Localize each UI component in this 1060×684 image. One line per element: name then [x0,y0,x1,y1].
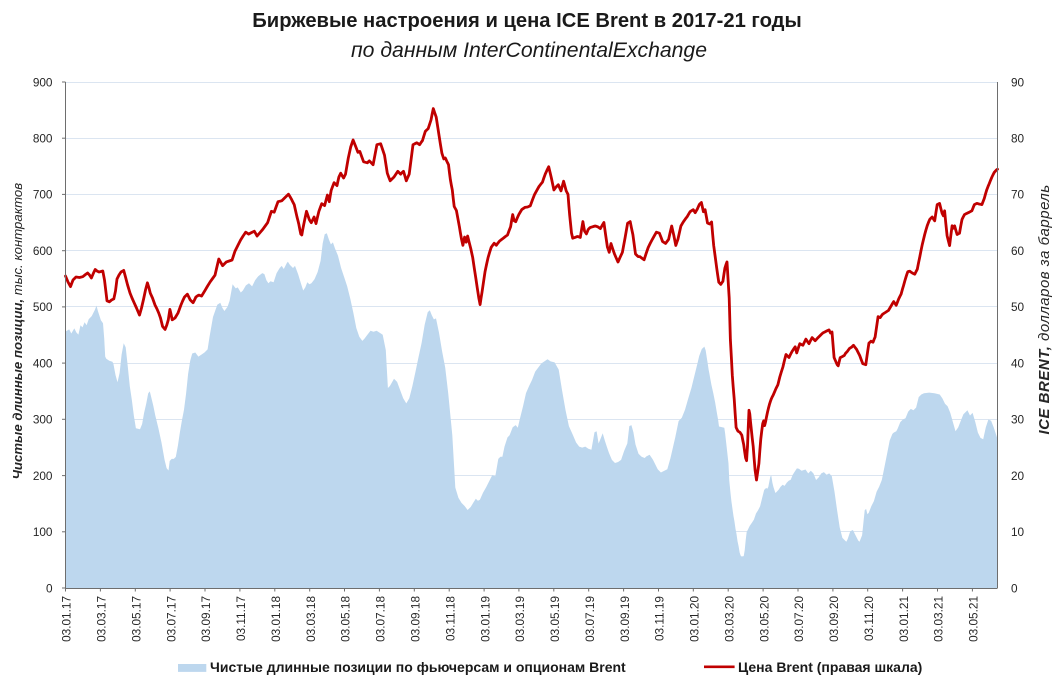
svg-text:Чистые длинные позиции, тыс. к: Чистые длинные позиции, тыс. контрактов [10,183,25,480]
svg-text:03.01.17: 03.01.17 [60,596,74,642]
svg-text:Цена Brent (правая шкала): Цена Brent (правая шкала) [738,659,922,675]
svg-text:700: 700 [33,188,53,202]
svg-text:600: 600 [33,244,53,258]
svg-text:30: 30 [1011,413,1025,427]
svg-text:ICE BRENT, долларов за баррель: ICE BRENT, долларов за баррель [1036,184,1053,434]
svg-text:03.11.18: 03.11.18 [443,596,457,641]
svg-text:03.05.20: 03.05.20 [757,596,771,642]
svg-text:90: 90 [1011,75,1025,89]
svg-text:03.09.19: 03.09.19 [618,596,632,642]
svg-text:03.09.17: 03.09.17 [199,596,213,642]
svg-text:400: 400 [33,356,53,370]
svg-text:по данным InterContinentalExch: по данным InterContinentalExchange [351,39,707,62]
svg-text:40: 40 [1011,356,1025,370]
svg-text:03.01.20: 03.01.20 [688,596,702,642]
svg-text:80: 80 [1011,132,1025,146]
svg-text:03.03.21: 03.03.21 [932,596,946,642]
svg-text:500: 500 [33,300,53,314]
svg-text:03.11.20: 03.11.20 [862,596,876,641]
svg-text:03.09.20: 03.09.20 [827,596,841,642]
svg-text:300: 300 [33,413,53,427]
svg-text:03.05.21: 03.05.21 [967,596,981,642]
svg-text:03.01.19: 03.01.19 [478,596,492,642]
svg-text:70: 70 [1011,188,1025,202]
svg-text:03.05.19: 03.05.19 [548,596,562,642]
svg-text:0: 0 [46,581,53,595]
svg-text:800: 800 [33,132,53,146]
svg-text:03.01.18: 03.01.18 [269,596,283,642]
svg-text:03.03.18: 03.03.18 [304,596,318,642]
svg-text:Биржевые настроения и цена ICE: Биржевые настроения и цена ICE Brent в 2… [252,10,801,32]
svg-text:03.05.18: 03.05.18 [339,596,353,642]
svg-text:10: 10 [1011,525,1025,539]
svg-text:03.05.17: 03.05.17 [130,596,144,642]
svg-text:03.11.17: 03.11.17 [234,596,248,641]
svg-text:03.03.20: 03.03.20 [722,596,736,642]
svg-text:900: 900 [33,75,53,89]
svg-text:Чистые длинные позиции по фьюч: Чистые длинные позиции по фьючерсам и оп… [210,659,626,675]
svg-text:100: 100 [33,525,53,539]
svg-text:03.07.18: 03.07.18 [374,596,388,642]
svg-text:60: 60 [1011,244,1025,258]
svg-text:03.01.21: 03.01.21 [897,596,911,642]
svg-text:03.07.19: 03.07.19 [583,596,597,642]
svg-text:0: 0 [1011,581,1018,595]
svg-text:03.09.18: 03.09.18 [409,596,423,642]
svg-text:03.03.19: 03.03.19 [513,596,527,642]
svg-text:20: 20 [1011,469,1025,483]
svg-text:03.07.20: 03.07.20 [792,596,806,642]
svg-text:50: 50 [1011,300,1025,314]
svg-text:03.11.19: 03.11.19 [653,596,667,641]
svg-text:03.03.17: 03.03.17 [95,596,109,642]
svg-text:200: 200 [33,469,53,483]
svg-text:03.07.17: 03.07.17 [164,596,178,642]
